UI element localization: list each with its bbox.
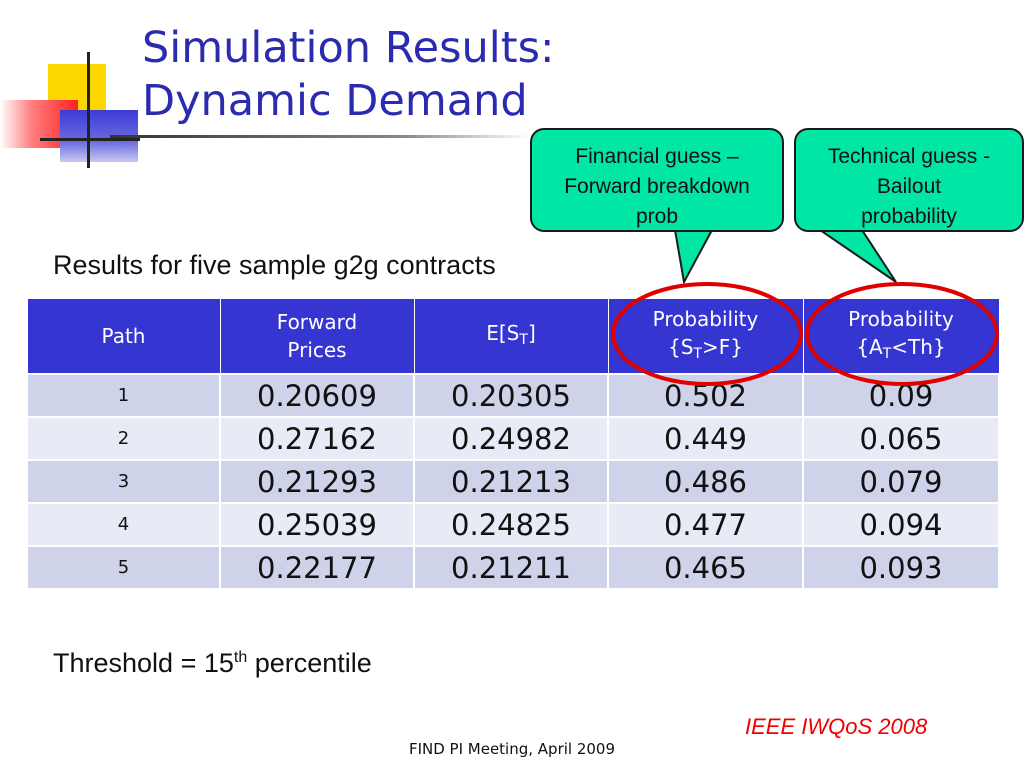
callout-1-line-1: Financial guess –: [575, 145, 739, 168]
callout-1-line-2: Forward breakdown: [564, 175, 750, 198]
callout-1-tail: [673, 229, 714, 286]
cell-forward-price: 0.22177: [219, 545, 415, 590]
table-row: 1 0.20609 0.20305 0.502 0.09: [26, 373, 1000, 418]
citation: IEEE IWQoS 2008: [745, 714, 928, 739]
callout-2-line-3: probability: [861, 205, 957, 228]
callout-2-line-2: Bailout: [876, 175, 942, 198]
cell-expected-st: 0.20305: [413, 373, 609, 418]
header-path: Path: [26, 298, 221, 375]
header-prob2-prefix: {A: [856, 334, 883, 359]
table-row: 4 0.25039 0.24825 0.477 0.094: [26, 502, 1000, 547]
cell-path: 2: [26, 416, 221, 461]
results-table: Path Forward Prices E[ST] Probability {S…: [26, 298, 1000, 590]
table-row: 5 0.22177 0.21211 0.465 0.093: [26, 545, 1000, 590]
cell-expected-st: 0.21211: [413, 545, 609, 590]
table-row: 2 0.27162 0.24982 0.449 0.065: [26, 416, 1000, 461]
header-forward-prices: Forward Prices: [219, 298, 415, 375]
cell-expected-st: 0.24982: [413, 416, 609, 461]
cell-forward-price: 0.21293: [219, 459, 415, 504]
callout-2-tail: [816, 229, 897, 283]
table-header-row: Path Forward Prices E[ST] Probability {S…: [26, 298, 1000, 375]
cell-prob-st-gt-f: 0.502: [607, 373, 804, 418]
cell-prob-st-gt-f: 0.486: [607, 459, 804, 504]
cell-path: 3: [26, 459, 221, 504]
cell-prob-at-lt-th: 0.065: [802, 416, 1000, 461]
threshold-note: Threshold = 15th percentile: [53, 648, 372, 679]
slide-title-line-1: Simulation Results:: [142, 23, 555, 73]
callout-1-line-3: prob: [635, 205, 679, 228]
header-prob1-suffix: >F}: [701, 334, 743, 359]
cell-forward-price: 0.25039: [219, 502, 415, 547]
header-forward-line-1: Forward: [276, 310, 358, 334]
cell-path: 5: [26, 545, 221, 590]
header-prob1-label: Probability: [652, 306, 759, 331]
header-expected-subscript: T: [519, 331, 528, 348]
logo-vertical-line: [87, 52, 90, 168]
cell-expected-st: 0.21213: [413, 459, 609, 504]
cell-path: 1: [26, 373, 221, 418]
slide-title: Simulation Results: Dynamic Demand: [142, 22, 554, 128]
callout-financial-guess: Financial guess – Forward breakdown prob: [530, 128, 784, 232]
callout-2-line-1: Technical guess -: [827, 145, 991, 168]
cell-prob-st-gt-f: 0.449: [607, 416, 804, 461]
header-expected-prefix: E[S: [486, 320, 520, 345]
header-forward-line-2: Prices: [287, 338, 347, 362]
header-prob1-prefix: {S: [668, 334, 694, 359]
table-row: 3 0.21293 0.21213 0.486 0.079: [26, 459, 1000, 504]
slide-footer: FIND PI Meeting, April 2009: [408, 740, 616, 758]
cell-prob-at-lt-th: 0.094: [802, 502, 1000, 547]
threshold-prefix: Threshold = 15: [53, 648, 234, 678]
header-probability-st-gt-f: Probability {ST>F}: [607, 298, 804, 375]
logo-horizontal-line: [40, 138, 140, 141]
header-expected-st: E[ST]: [413, 298, 609, 375]
threshold-suffix: percentile: [247, 648, 372, 678]
callout-technical-guess: Technical guess - Bailout probability: [794, 128, 1024, 232]
header-prob1-subscript: T: [693, 345, 702, 362]
threshold-superscript: th: [233, 649, 248, 666]
header-probability-at-lt-th: Probability {AT<Th}: [802, 298, 1000, 375]
cell-prob-at-lt-th: 0.093: [802, 545, 1000, 590]
table-caption: Results for five sample g2g contracts: [53, 250, 496, 280]
cell-prob-at-lt-th: 0.079: [802, 459, 1000, 504]
header-prob2-suffix: <Th}: [891, 334, 946, 359]
cell-expected-st: 0.24825: [413, 502, 609, 547]
cell-prob-st-gt-f: 0.465: [607, 545, 804, 590]
header-expected-suffix: ]: [527, 320, 536, 345]
header-prob2-subscript: T: [882, 345, 892, 362]
cell-prob-at-lt-th: 0.09: [802, 373, 1000, 418]
slide-logo: [0, 40, 140, 170]
header-prob2-label: Probability: [848, 306, 954, 331]
cell-forward-price: 0.20609: [219, 373, 415, 418]
slide-title-line-2: Dynamic Demand: [142, 76, 528, 126]
cell-path: 4: [26, 502, 221, 547]
cell-forward-price: 0.27162: [219, 416, 415, 461]
title-underline: [110, 135, 530, 138]
cell-prob-st-gt-f: 0.477: [607, 502, 804, 547]
